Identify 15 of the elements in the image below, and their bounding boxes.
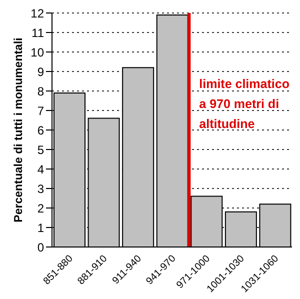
y-tick-label: 8 bbox=[37, 84, 44, 98]
y-tick-label: 3 bbox=[37, 182, 44, 196]
y-tick-label: 6 bbox=[37, 123, 44, 138]
y-tick-label: 2 bbox=[37, 201, 44, 216]
y-tick-label: 1 bbox=[37, 220, 44, 235]
y-tick-label: 9 bbox=[37, 64, 44, 79]
ref-line-label: limite climatico a 970 metri di altitudine bbox=[199, 77, 290, 131]
y-tick-label: 12 bbox=[30, 6, 44, 20]
y-axis-title: Percentuale di tutti i monumentali bbox=[13, 38, 26, 222]
y-tick-label: 5 bbox=[37, 142, 44, 157]
y-tick-label: 0 bbox=[37, 240, 44, 254]
y-tick-label: 11 bbox=[32, 26, 44, 40]
y-tick-label: 7 bbox=[37, 104, 44, 118]
y-tick-label: 10 bbox=[30, 45, 44, 60]
y-tick-label: 4 bbox=[37, 162, 44, 176]
